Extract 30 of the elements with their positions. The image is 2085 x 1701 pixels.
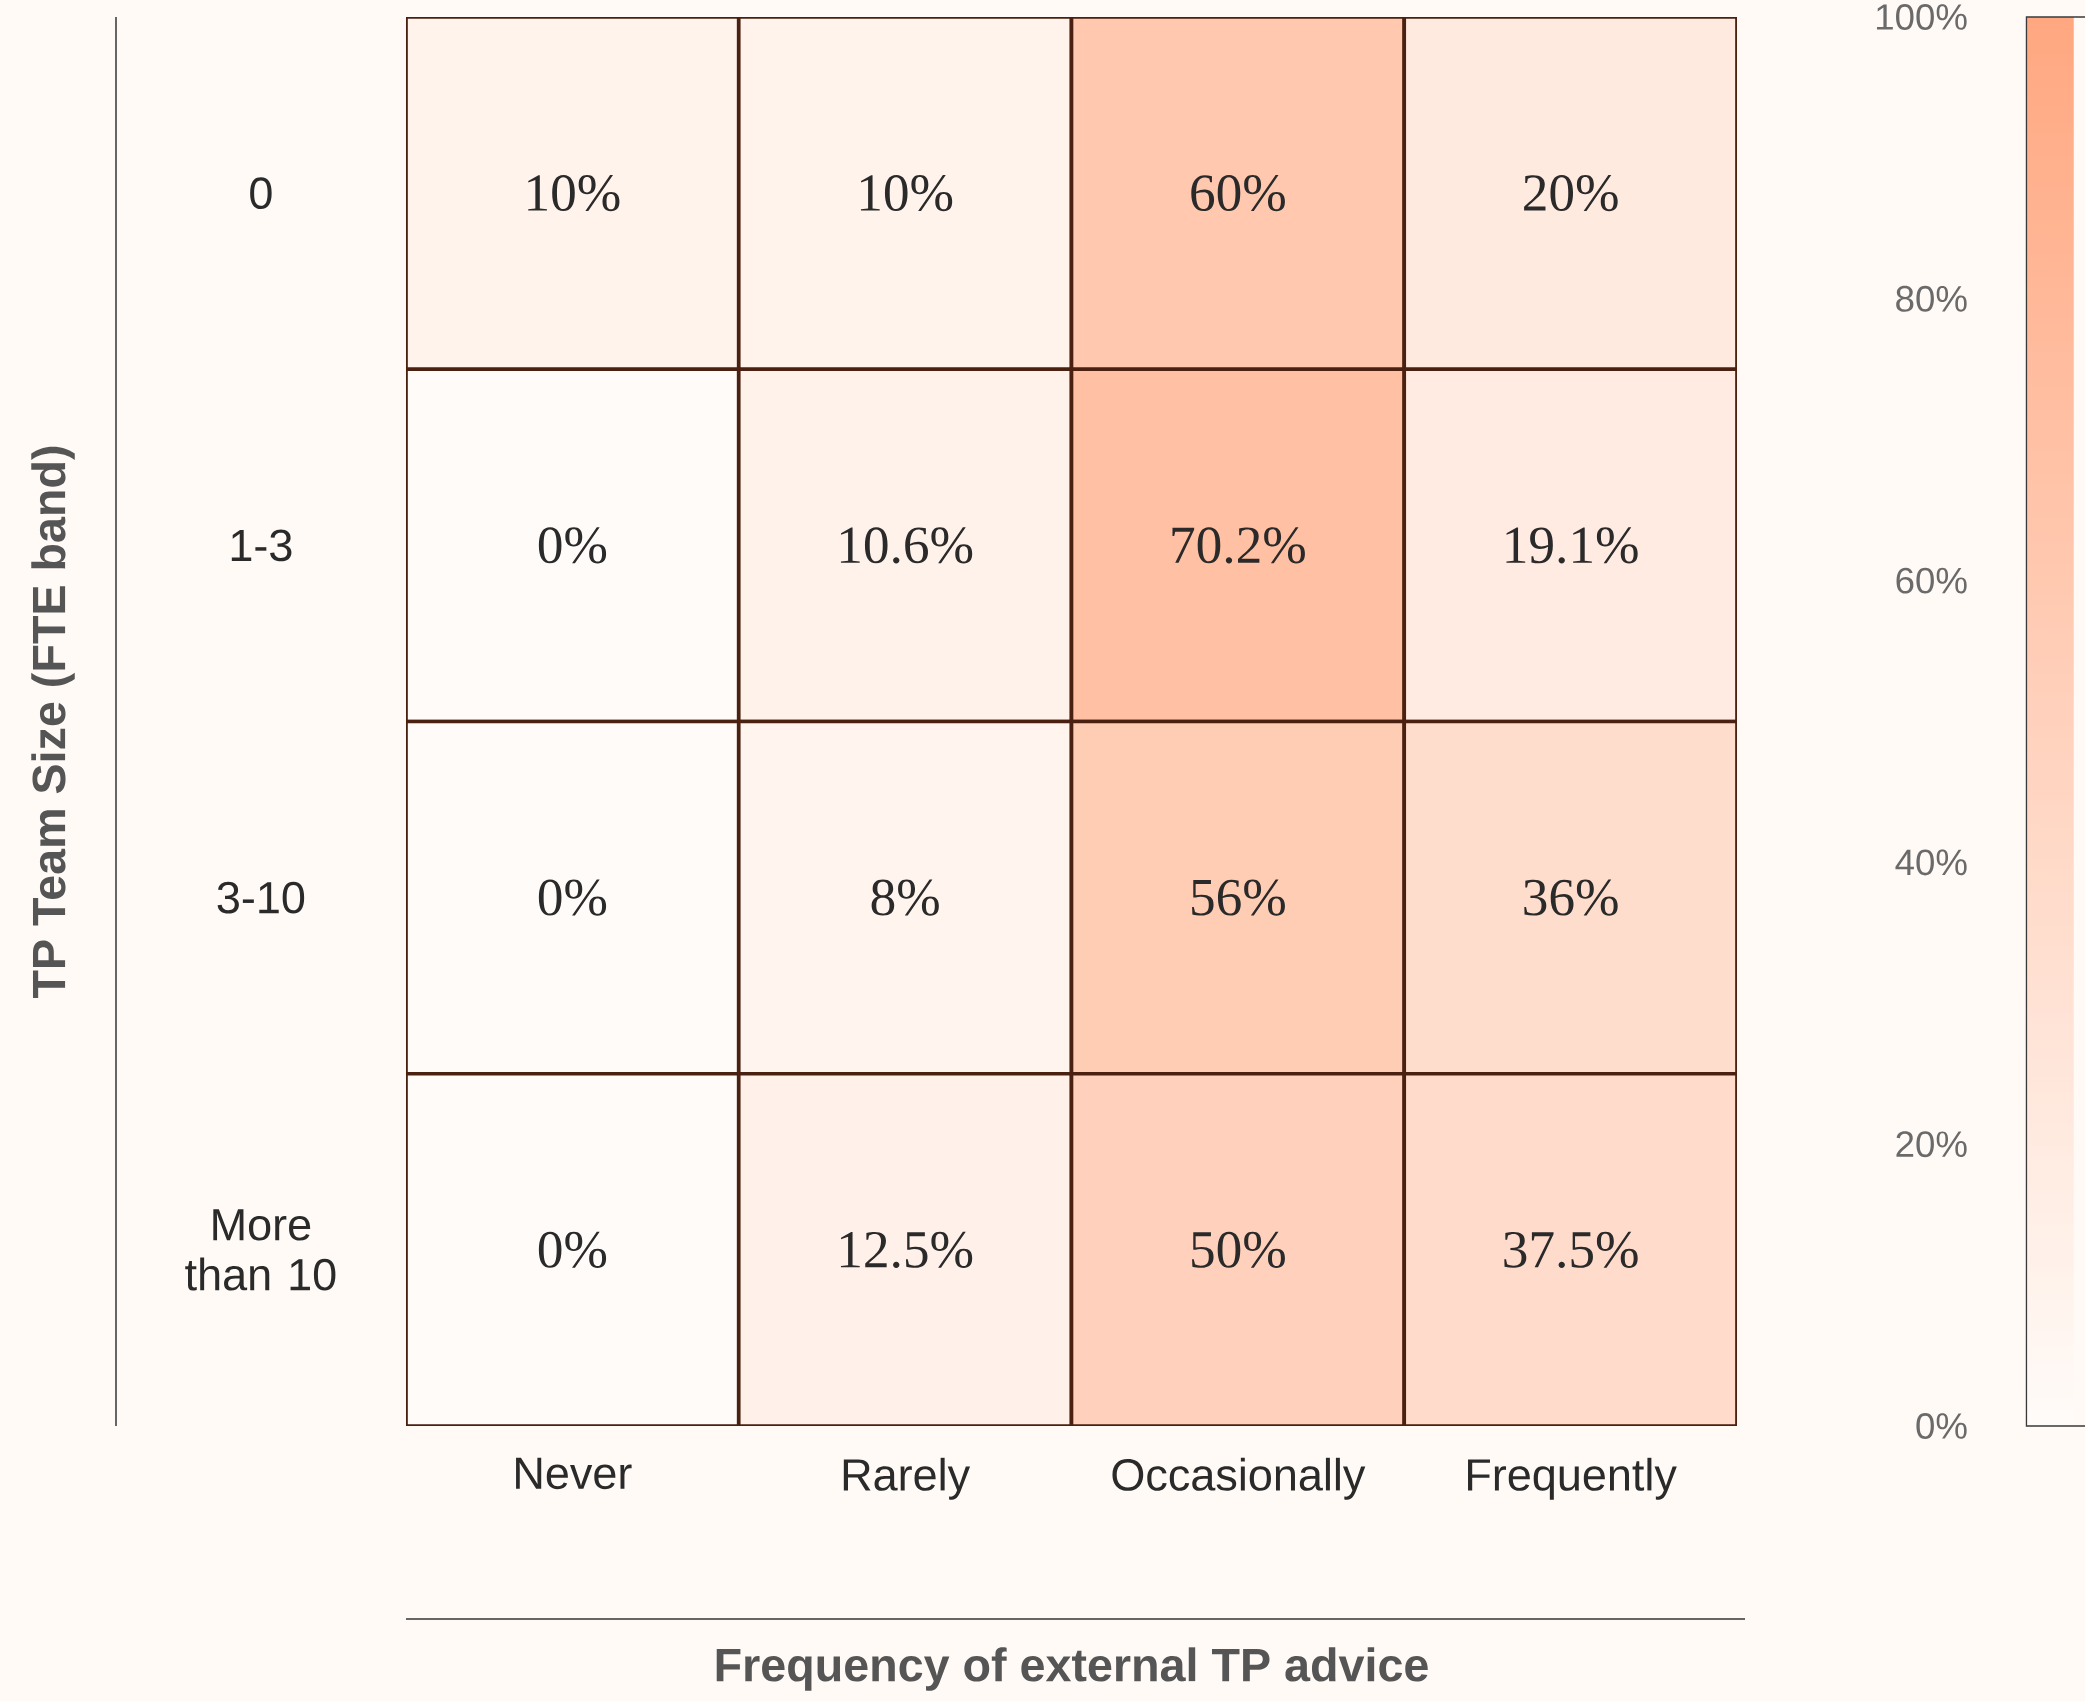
data-label: 0% [538,1231,607,1268]
data-label: 0% [538,527,607,564]
data-label: 19.1% [1506,527,1638,564]
color-bar-label: 40% [1895,849,1967,876]
data-label: 10.6% [840,527,973,564]
color-bar-label: 20% [1896,1131,1967,1158]
x-tick-label: Rarely [843,1457,971,1500]
data-label: 37.5% [1504,1231,1638,1268]
data-label: 36% [1524,879,1618,916]
color-bar-label: 60% [1896,567,1967,594]
data-label: 20% [1524,175,1618,212]
y-tick-label: 0 [250,177,272,210]
color-bar-label: 100% [1876,4,1967,30]
data-label: 12.5% [840,1231,973,1268]
y-tick-label: 3-10 [217,881,305,914]
y-tick-label: More than 10 [185,1209,336,1291]
data-label: 56% [1192,879,1285,916]
data-label: 8% [871,879,939,916]
x-axis-title: Frequency of external TP advice [716,1647,1428,1691]
data-label: 10% [860,175,953,212]
color-bar-label: 80% [1896,285,1967,312]
data-label: 0% [538,879,607,916]
data-label: 70.2% [1172,527,1305,564]
x-tick-label: Occasionally [1112,1457,1366,1500]
data-label: 10% [528,175,620,212]
y-axis-title: TP Team Size (FTE band) [31,446,75,999]
x-tick-label: Never [516,1457,632,1490]
y-tick-label: 1-3 [231,529,292,562]
color-bar-label: 0% [1916,1413,1967,1439]
x-tick-label: Frequently [1468,1457,1677,1500]
